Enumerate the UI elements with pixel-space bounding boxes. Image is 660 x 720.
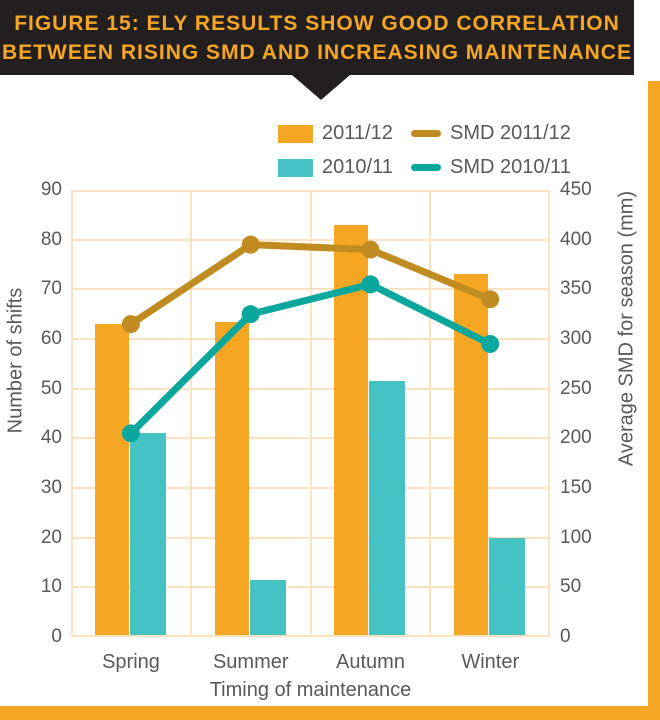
legend-swatch-bar-2010-11 [278, 158, 313, 177]
marker-SMD-2011-12-summer [241, 235, 260, 254]
v-gridline [309, 190, 312, 637]
right-axis-tick-250: 250 [560, 377, 592, 399]
legend-label-bar-2010-11: 2010/11 [322, 156, 393, 178]
right-axis-tick-100: 100 [560, 526, 592, 548]
marker-SMD-2010-11-autumn [361, 275, 380, 294]
right-axis-tick-200: 200 [560, 427, 592, 449]
bar-2011-12-spring [94, 324, 129, 637]
figure-title-line2: BETWEEN RISING SMD AND INCREASING MAINTE… [2, 41, 632, 64]
left-axis-tick-30: 30 [40, 477, 62, 498]
bar-2011-12-summer [214, 321, 249, 637]
legend-label-bar-2011-12: 2011/12 [322, 122, 393, 144]
line-series-overlay [121, 235, 500, 443]
plot-border [71, 190, 550, 637]
marker-SMD-2010-11-spring [121, 424, 140, 443]
marker-SMD-2011-12-spring [121, 315, 140, 334]
left-axis-tick-20: 20 [40, 526, 62, 548]
right-axis-tick-400: 400 [560, 228, 592, 250]
right-axis-tick-300: 300 [560, 328, 592, 349]
right-axis-title: Average SMD for season (mm) [615, 190, 638, 467]
banner-pointer-triangle [292, 75, 350, 100]
right-accent-strip [648, 81, 660, 720]
bar-2010-11-spring [129, 433, 166, 637]
x-axis-title: Timing of maintenance [209, 679, 412, 701]
line-SMD-2010-11 [127, 280, 494, 437]
figure-title-banner: FIGURE 15: ELY RESULTS SHOW GOOD CORRELA… [0, 0, 634, 75]
left-axis-tick-0: 0 [51, 626, 62, 647]
legend-row-1: 2011/12 SMD 2011/12 [278, 122, 571, 145]
marker-SMD-2010-11-summer [241, 305, 260, 324]
category-label-summer: Summer [212, 651, 289, 673]
legend-row-2: 2010/11 SMD 2010/11 [278, 156, 571, 179]
bar-2010-11-autumn [369, 381, 406, 637]
left-axis-tick-90: 90 [40, 179, 62, 200]
left-axis-tick-50: 50 [40, 377, 62, 399]
left-axis-tick-70: 70 [40, 278, 62, 300]
legend-swatch-bar-2011-12 [278, 124, 313, 143]
right-axis-tick-50: 50 [560, 576, 582, 598]
marker-SMD-2011-12-winter [481, 290, 500, 309]
left-axis-tick-60: 60 [40, 328, 62, 349]
bar-2010-11-winter [489, 537, 526, 637]
marker-SMD-2010-11-winter [481, 334, 500, 353]
v-gridline [429, 190, 432, 637]
marker-SMD-2011-12-autumn [361, 240, 380, 259]
line-SMD-2011-12 [127, 241, 494, 328]
right-axis-tick-0: 0 [560, 626, 571, 647]
left-axis-tick-40: 40 [40, 427, 62, 449]
v-gridline [189, 190, 192, 637]
category-label-autumn: Autumn [336, 651, 405, 673]
legend-label-line-smd-2010-11: SMD 2010/11 [450, 156, 571, 178]
legend-label-line-smd-2011-12: SMD 2011/12 [450, 122, 571, 144]
category-label-spring: Spring [102, 651, 160, 673]
right-axis-tick-150: 150 [560, 477, 592, 498]
right-axis-tick-450: 450 [560, 179, 592, 200]
figure-title-line1: FIGURE 15: ELY RESULTS SHOW GOOD CORRELA… [14, 12, 620, 35]
right-axis-tick-350: 350 [560, 278, 592, 300]
bar-2010-11-summer [249, 579, 286, 637]
legend-swatch-line-smd-2010-11 [411, 164, 441, 171]
legend-swatch-line-smd-2011-12 [411, 130, 441, 137]
category-label-winter: Winter [461, 651, 520, 673]
plot-area [71, 190, 550, 637]
left-axis-tick-80: 80 [40, 228, 62, 250]
bottom-accent-strip [0, 706, 660, 720]
left-axis-tick-10: 10 [40, 576, 62, 598]
